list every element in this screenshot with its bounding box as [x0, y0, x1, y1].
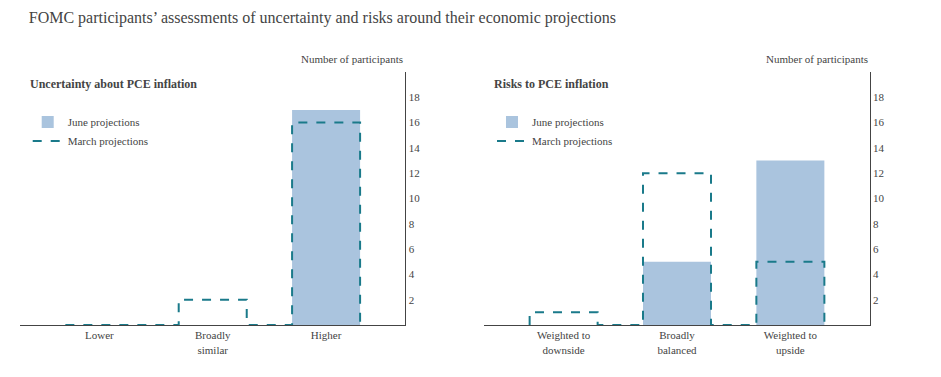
svg-text:Number of participants: Number of participants	[301, 53, 403, 65]
svg-text:2: 2	[409, 294, 415, 306]
svg-text:March projections: March projections	[68, 135, 148, 147]
svg-text:8: 8	[873, 218, 879, 230]
svg-text:6: 6	[873, 243, 879, 255]
svg-text:Risks to PCE inflation: Risks to PCE inflation	[494, 77, 609, 91]
svg-text:FOMC participants’ assessments: FOMC participants’ assessments of uncert…	[29, 9, 616, 27]
svg-text:16: 16	[409, 116, 421, 128]
svg-text:June projections: June projections	[532, 116, 604, 128]
svg-text:14: 14	[873, 142, 885, 154]
svg-text:4: 4	[409, 268, 415, 280]
svg-text:18: 18	[873, 91, 885, 103]
svg-text:4: 4	[873, 268, 879, 280]
svg-text:18: 18	[409, 91, 421, 103]
svg-text:16: 16	[873, 116, 885, 128]
svg-text:Broadlybalanced: Broadlybalanced	[657, 329, 697, 355]
svg-text:8: 8	[409, 218, 415, 230]
svg-text:Weighted todownside: Weighted todownside	[537, 329, 591, 355]
svg-text:6: 6	[409, 243, 415, 255]
svg-text:June projections: June projections	[68, 116, 140, 128]
svg-text:Uncertainty about PCE inflatio: Uncertainty about PCE inflation	[30, 77, 197, 91]
svg-text:Broadlysimilar: Broadlysimilar	[195, 329, 231, 355]
svg-text:14: 14	[409, 142, 421, 154]
svg-text:March projections: March projections	[532, 135, 612, 147]
svg-text:Number of participants: Number of participants	[766, 53, 868, 65]
svg-text:Weighted toupside: Weighted toupside	[764, 329, 818, 355]
svg-text:2: 2	[873, 294, 879, 306]
svg-text:12: 12	[873, 167, 884, 179]
svg-text:Lower: Lower	[85, 329, 114, 341]
svg-text:10: 10	[873, 192, 885, 204]
svg-text:10: 10	[409, 192, 421, 204]
svg-text:12: 12	[409, 167, 420, 179]
svg-text:Higher: Higher	[311, 329, 342, 341]
